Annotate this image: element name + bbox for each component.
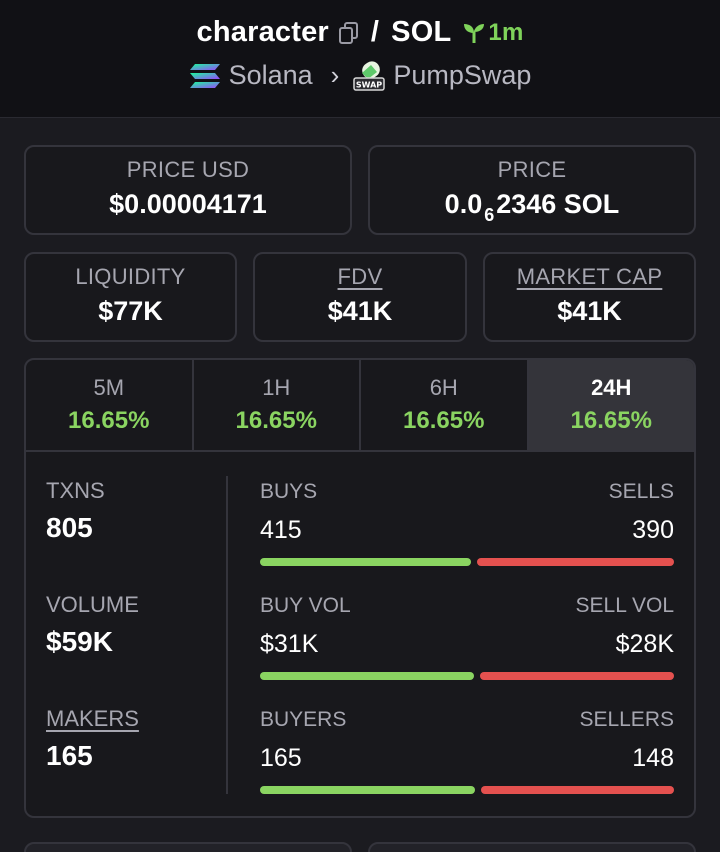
pair-chain-dex: Solana › SWAP PumpSwap xyxy=(0,60,720,91)
tab-change: 16.65% xyxy=(235,407,317,434)
pair-age: 1m xyxy=(463,19,523,47)
sells-label: SELLS xyxy=(608,480,674,503)
sell-vol-value: $28K xyxy=(615,630,674,658)
stats-panel: 5M 16.65% 1H 16.65% 6H 16.65% 24H 16.65%… xyxy=(24,358,696,818)
buys-bar xyxy=(260,558,471,566)
token-symbol: character xyxy=(196,16,329,48)
buy-sell-volume-row: BUY VOL SELL VOL $31K $28K xyxy=(260,594,674,688)
liquidity-label: LIQUIDITY xyxy=(75,264,186,289)
svg-text:SWAP: SWAP xyxy=(356,80,382,89)
fdv-value: $41K xyxy=(327,296,393,326)
dex-name[interactable]: PumpSwap xyxy=(393,60,532,90)
pumpswap-icon: SWAP xyxy=(353,60,386,91)
seedling-icon xyxy=(464,23,485,43)
volume-label: VOLUME xyxy=(46,592,139,617)
price-usd-card: PRICE USD $0.00004171 xyxy=(24,145,352,235)
pair-age-value: 1m xyxy=(488,18,524,46)
buys-label: BUYS xyxy=(260,480,318,503)
buy-vol-label: BUY VOL xyxy=(260,594,351,617)
buys-value: 415 xyxy=(260,516,302,544)
sells-value: 390 xyxy=(632,516,674,544)
buy-sell-volume-bar xyxy=(260,672,674,680)
tab-6h[interactable]: 6H 16.65% xyxy=(361,360,529,450)
chevron-right-icon: › xyxy=(330,60,340,90)
tab-1h[interactable]: 1H 16.65% xyxy=(194,360,361,450)
makers-value: 165 xyxy=(46,740,93,771)
sellers-bar xyxy=(481,786,674,794)
market-cap-card[interactable]: MARKET CAP $41K xyxy=(483,252,696,342)
timeframe-tabs: 5M 16.65% 1H 16.65% 6H 16.65% 24H 16.65% xyxy=(26,360,694,452)
price-value: 0.0 62346 SOL xyxy=(370,189,694,226)
buyers-sellers-bar xyxy=(260,786,674,794)
tab-5m[interactable]: 5M 16.65% xyxy=(26,360,194,450)
market-cap-value: $41K xyxy=(557,296,622,326)
tab-label: 5M xyxy=(93,375,125,400)
buys-sells-row: BUYS SELLS 415 390 xyxy=(260,480,674,574)
makers-metric: MAKERS 165 xyxy=(46,706,139,772)
price-value-suffix: 2346 SOL xyxy=(496,189,620,219)
price-label: PRICE xyxy=(497,157,567,182)
copy-icon[interactable] xyxy=(338,21,359,44)
pair-separator: / xyxy=(370,16,380,48)
buys-sells-bar xyxy=(260,558,674,566)
next-card-left xyxy=(24,842,352,852)
tab-label: 1H xyxy=(262,375,291,400)
liquidity-card: LIQUIDITY $77K xyxy=(24,252,237,342)
tab-change: 16.65% xyxy=(68,407,150,434)
pair-header: character / SOL 1m xyxy=(0,0,720,118)
market-cap-label[interactable]: MARKET CAP xyxy=(516,264,663,289)
buy-vol-value: $31K xyxy=(260,630,319,658)
buyers-bar xyxy=(260,786,475,794)
sells-bar xyxy=(477,558,674,566)
pair-title: character / SOL 1m xyxy=(0,16,720,49)
price-usd-label: PRICE USD xyxy=(126,157,250,182)
quote-symbol: SOL xyxy=(391,16,452,48)
buyers-sellers-row: BUYERS SELLERS 165 148 xyxy=(260,708,674,802)
buyers-label: BUYERS xyxy=(260,708,347,731)
price-usd-value: $0.00004171 xyxy=(109,189,267,219)
column-divider xyxy=(226,476,228,794)
liquidity-value: $77K xyxy=(98,296,163,326)
next-card-right xyxy=(368,842,696,852)
sellers-value: 148 xyxy=(632,744,674,772)
fdv-label[interactable]: FDV xyxy=(337,264,383,289)
solana-icon xyxy=(189,63,221,89)
buy-vol-bar xyxy=(260,672,474,680)
tab-change: 16.65% xyxy=(403,407,485,434)
price-card: PRICE 0.0 62346 SOL xyxy=(368,145,696,235)
price-value-prefix: 0.0 xyxy=(444,189,483,219)
volume-metric: VOLUME $59K xyxy=(46,592,139,658)
sellers-label: SELLERS xyxy=(579,708,674,731)
fdv-card[interactable]: FDV $41K xyxy=(253,252,467,342)
txns-value: 805 xyxy=(46,512,93,543)
tab-label: 6H xyxy=(429,375,458,400)
tab-change: 16.65% xyxy=(570,407,652,434)
tab-label: 24H xyxy=(591,375,632,400)
sell-vol-label: SELL VOL xyxy=(575,594,674,617)
buyers-value: 165 xyxy=(260,744,302,772)
sell-vol-bar xyxy=(480,672,674,680)
price-value-zeros: 6 xyxy=(484,205,495,225)
chain-name[interactable]: Solana xyxy=(228,60,313,90)
txns-metric: TXNS 805 xyxy=(46,478,105,544)
tab-24h[interactable]: 24H 16.65% xyxy=(528,360,694,450)
txns-label: TXNS xyxy=(46,478,105,503)
volume-value: $59K xyxy=(46,626,113,657)
makers-label[interactable]: MAKERS xyxy=(46,706,139,731)
